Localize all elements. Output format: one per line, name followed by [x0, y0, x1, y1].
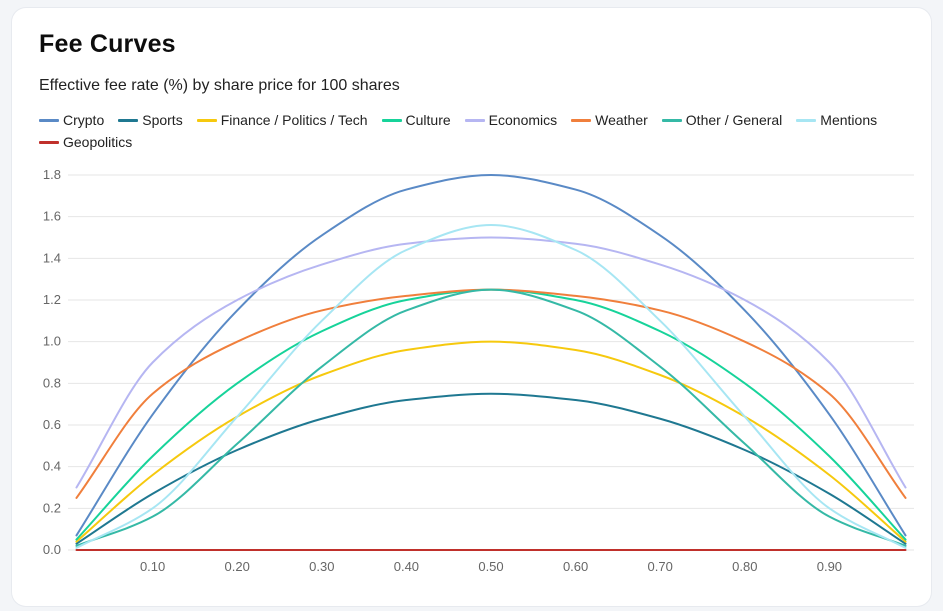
legend-item[interactable]: Weather: [571, 111, 648, 129]
chart-subtitle: Effective fee rate (%) by share price fo…: [39, 77, 400, 94]
x-tick-label: 0.70: [648, 559, 673, 574]
legend-item[interactable]: Geopolitics: [39, 133, 132, 151]
chart-card: Fee Curves Effective fee rate (%) by sha…: [12, 8, 931, 606]
y-tick-label: 1.2: [43, 292, 61, 307]
legend-label: Finance / Politics / Tech: [220, 112, 368, 128]
chart-legend: Crypto Sports Finance / Politics / Tech Cul…: [39, 111, 919, 151]
legend-label: Economics: [488, 112, 558, 128]
grid-lines: [68, 174, 914, 551]
legend-label: Crypto: [63, 112, 105, 128]
legend-item[interactable]: Other / General: [661, 111, 783, 129]
y-tick-label: 1.0: [43, 334, 61, 349]
legend-swatch: [464, 118, 485, 122]
legend-item[interactable]: Culture: [381, 111, 451, 129]
series-line-other-general: [75, 288, 907, 547]
x-tick-label: 0.60: [563, 559, 588, 574]
legend-item[interactable]: Mentions: [796, 111, 877, 129]
y-axis: 0.0 0.2 0.4 0.6 0.8 1.0 1.2 1.4 1.6 1.8: [43, 167, 61, 557]
y-tick-label: 1.8: [43, 167, 61, 182]
legend-label: Weather: [595, 112, 648, 128]
legend-swatch: [661, 118, 682, 122]
x-tick-label: 0.80: [732, 559, 757, 574]
series-line-economics: [75, 236, 907, 489]
series-line-mentions: [75, 224, 907, 549]
legend-label: Other / General: [685, 112, 783, 128]
legend-swatch: [118, 118, 139, 122]
x-tick-label: 0.90: [817, 559, 842, 574]
series-line-culture: [75, 288, 907, 541]
legend-label: Culture: [405, 112, 451, 128]
x-tick-label: 0.40: [394, 559, 419, 574]
y-tick-label: 1.4: [43, 250, 61, 265]
y-tick-label: 0.6: [43, 417, 61, 432]
legend-swatch: [39, 140, 59, 144]
legend-swatch: [571, 118, 592, 122]
y-tick-label: 1.6: [43, 209, 61, 224]
x-tick-label: 0.10: [140, 559, 165, 574]
x-tick-label: 0.50: [478, 559, 503, 574]
x-axis: 0.10 0.20 0.30 0.40 0.50 0.60 0.70 0.80 0.90: [140, 559, 842, 574]
series-line-finance-politics-tech: [75, 340, 907, 543]
page-title: Fee Curves: [39, 30, 176, 58]
y-tick-label: 0.0: [43, 542, 61, 557]
series-line-sports: [75, 392, 907, 545]
series-lines: [75, 174, 907, 552]
legend-swatch: [39, 118, 59, 122]
legend-swatch: [796, 118, 817, 122]
y-tick-label: 0.8: [43, 375, 61, 390]
legend-label: Sports: [142, 112, 183, 128]
legend-item[interactable]: Sports: [118, 111, 183, 129]
x-tick-label: 0.20: [225, 559, 250, 574]
legend-label: Mentions: [820, 112, 878, 128]
legend-item[interactable]: Economics: [464, 111, 558, 129]
legend-item[interactable]: Finance / Politics / Tech: [196, 111, 368, 129]
series-line-crypto: [75, 174, 907, 537]
y-tick-label: 0.4: [43, 459, 61, 474]
x-tick-label: 0.30: [309, 559, 334, 574]
legend-swatch: [196, 118, 217, 122]
legend-swatch: [381, 118, 402, 122]
y-tick-label: 0.2: [43, 500, 61, 515]
legend-item[interactable]: Crypto: [39, 111, 104, 129]
legend-label: Geopolitics: [63, 134, 133, 150]
